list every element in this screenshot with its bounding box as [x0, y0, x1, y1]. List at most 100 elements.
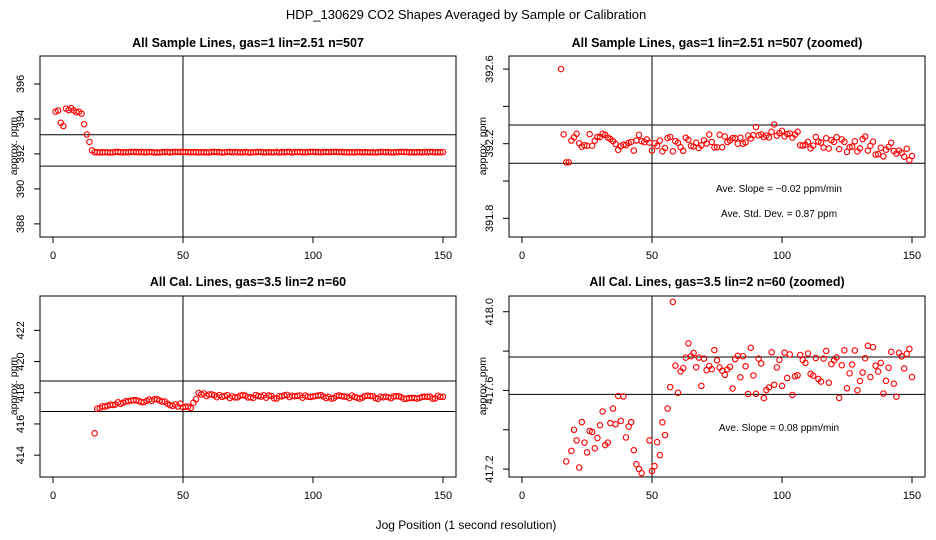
data-point — [843, 148, 851, 156]
data-point — [841, 138, 848, 146]
data-point — [786, 351, 794, 358]
data-point — [809, 142, 817, 149]
ticks: 0 50 100 150 414 416 418 420 422 — [15, 321, 452, 502]
data-point — [864, 342, 872, 350]
data-point — [757, 360, 765, 367]
data-point — [890, 380, 898, 387]
data-point — [794, 128, 801, 136]
data-point — [596, 422, 604, 429]
reference-lines — [40, 56, 456, 237]
data-point — [838, 362, 846, 369]
data-point — [86, 138, 93, 146]
data-point — [687, 142, 695, 150]
data-point — [708, 138, 716, 146]
data-point — [859, 369, 866, 376]
data-point — [812, 133, 820, 141]
data-point — [908, 373, 916, 381]
data-point — [877, 144, 885, 152]
std-dev-annotation: Ave. Std. Dev. = 0.87 ppm — [721, 209, 837, 220]
data-point — [742, 362, 749, 370]
data-point — [765, 134, 773, 141]
data-point — [835, 394, 843, 402]
data-point — [679, 364, 687, 372]
data-point — [578, 418, 586, 426]
y-tick-label: 394 — [15, 110, 27, 128]
data-point — [685, 136, 692, 144]
y-tick-label: 392.6 — [484, 55, 496, 83]
ticks: 0 50 100 150 417.2 417.6 418.0 — [484, 298, 921, 502]
data-point — [648, 467, 656, 475]
data-point — [327, 395, 335, 402]
data-point — [903, 350, 911, 358]
data-point — [700, 355, 708, 362]
data-point — [734, 140, 742, 147]
data-point — [744, 390, 752, 398]
data-point — [588, 142, 596, 150]
data-point — [661, 144, 669, 152]
data-point — [789, 391, 796, 399]
data-point — [669, 148, 677, 155]
data-point — [768, 349, 775, 356]
data-point — [607, 419, 614, 427]
data-point — [109, 401, 117, 409]
data-point — [848, 361, 856, 368]
data-point — [820, 355, 827, 362]
data-point — [794, 372, 801, 379]
data-point — [716, 131, 723, 138]
data-point — [854, 386, 861, 394]
y-tick-label: 418.0 — [484, 298, 496, 326]
data-point — [770, 121, 778, 128]
data-point — [752, 123, 760, 131]
data-point — [739, 352, 747, 360]
data-point — [729, 134, 736, 142]
data-point — [885, 364, 892, 372]
x-tick-label: 50 — [646, 250, 658, 262]
data-point — [893, 393, 900, 400]
data-point — [187, 404, 195, 412]
data-point — [825, 379, 833, 387]
data-point — [880, 153, 887, 160]
data-point — [778, 127, 786, 135]
data-point — [586, 130, 593, 138]
data-point — [874, 368, 882, 375]
data-point — [695, 354, 703, 361]
data-point — [80, 120, 88, 128]
data-point — [599, 408, 606, 415]
panel-title: All Cal. Lines, gas=3.5 lin=2 n=60 — [150, 275, 346, 289]
reference-lines — [509, 296, 925, 477]
data-point — [239, 391, 247, 399]
data-point — [796, 351, 804, 359]
figure-title: HDP_130629 CO2 Shapes Averaged by Sample… — [286, 7, 646, 22]
data-point — [729, 385, 736, 392]
data-point — [674, 389, 682, 397]
data-point — [869, 138, 877, 145]
data-point — [692, 363, 700, 371]
y-tick-label: 396 — [15, 75, 27, 93]
data-point — [604, 439, 612, 446]
data-point — [768, 128, 775, 136]
data-point — [633, 137, 640, 144]
data-point — [656, 451, 664, 459]
data-point — [874, 150, 882, 158]
data-point — [583, 449, 591, 456]
data-point — [822, 347, 830, 355]
data-point — [682, 354, 690, 361]
data-point — [822, 135, 830, 142]
data-point — [664, 405, 671, 412]
x-tick-label: 150 — [903, 250, 921, 262]
data-point — [633, 460, 640, 468]
data-points — [562, 298, 916, 477]
data-point — [908, 152, 916, 160]
data-point — [653, 142, 661, 150]
x-tick-label: 0 — [519, 490, 525, 502]
data-point — [783, 130, 791, 138]
data-point — [856, 377, 864, 385]
data-point — [573, 437, 580, 444]
data-point — [726, 363, 734, 371]
data-point — [429, 395, 436, 402]
data-point — [804, 138, 812, 146]
data-point — [594, 434, 601, 442]
y-tick-label: 388 — [15, 215, 27, 233]
data-point — [439, 148, 447, 156]
y-axis-label: approx. ppm — [8, 357, 20, 416]
